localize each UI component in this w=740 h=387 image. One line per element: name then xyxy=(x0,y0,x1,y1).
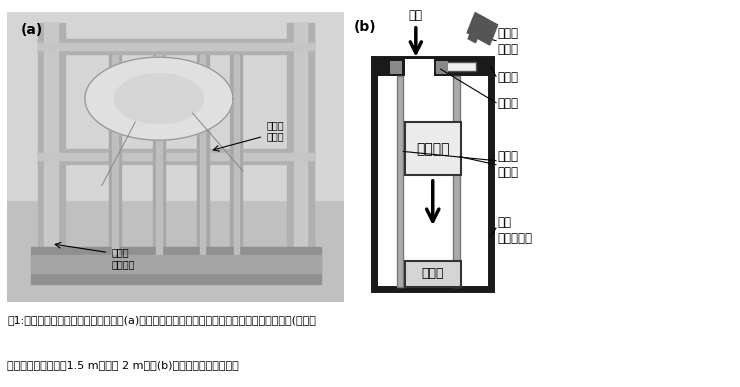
Bar xyxy=(44,23,58,279)
Bar xyxy=(31,255,320,273)
Polygon shape xyxy=(115,74,204,123)
Bar xyxy=(38,153,314,160)
Text: 観察窓: 観察窓 xyxy=(497,71,518,84)
Bar xyxy=(38,39,314,54)
Bar xyxy=(405,59,434,76)
Bar xyxy=(197,55,209,267)
Text: 実験
チャンバー: 実験 チャンバー xyxy=(497,216,532,245)
Bar xyxy=(230,55,243,267)
Text: ガイド
レール: ガイド レール xyxy=(497,150,518,179)
Text: 標的容器: 標的容器 xyxy=(416,142,449,156)
Bar xyxy=(405,261,461,287)
Text: 高速度
カメラ: 高速度 カメラ xyxy=(497,27,518,57)
Bar xyxy=(156,55,161,267)
Bar xyxy=(38,149,314,164)
Bar xyxy=(374,59,491,76)
Bar xyxy=(7,200,344,302)
Text: ガイド
レール: ガイド レール xyxy=(266,120,284,141)
Bar xyxy=(374,59,491,289)
Bar xyxy=(453,76,460,287)
Bar xyxy=(38,23,64,279)
Bar xyxy=(405,122,461,175)
Bar xyxy=(153,55,165,267)
Text: アルミ
フレーム: アルミ フレーム xyxy=(112,248,135,269)
Text: 弾丸: 弾丸 xyxy=(408,9,423,22)
Bar xyxy=(109,55,121,267)
Bar xyxy=(200,55,206,267)
Bar xyxy=(38,265,314,280)
Bar xyxy=(294,23,307,279)
Bar xyxy=(38,269,314,276)
Polygon shape xyxy=(85,57,233,140)
Bar xyxy=(436,61,448,74)
Bar xyxy=(7,12,344,200)
Text: 図1:低重力実験装置のセットアップ　(a)実験チャンバー内に組み立てた落下システムの写真(チャン: 図1:低重力実験装置のセットアップ (a)実験チャンバー内に組み立てた落下システ… xyxy=(7,315,316,325)
Polygon shape xyxy=(467,13,498,45)
Polygon shape xyxy=(468,25,481,43)
Bar xyxy=(390,61,403,74)
Bar xyxy=(112,55,118,267)
Bar xyxy=(31,247,320,284)
Text: (a): (a) xyxy=(21,23,43,37)
Bar xyxy=(234,55,239,267)
Bar xyxy=(397,76,403,287)
Bar xyxy=(38,43,314,50)
Text: バーのサイズは直径1.5 m、高さ 2 m）　(b)落下システムの概略図: バーのサイズは直径1.5 m、高さ 2 m） (b)落下システムの概略図 xyxy=(7,360,239,370)
Text: (b): (b) xyxy=(354,19,377,34)
Text: 緩衝材: 緩衝材 xyxy=(422,267,444,281)
Text: 電磁石: 電磁石 xyxy=(497,98,518,110)
Bar xyxy=(287,23,314,279)
Bar xyxy=(436,62,476,71)
